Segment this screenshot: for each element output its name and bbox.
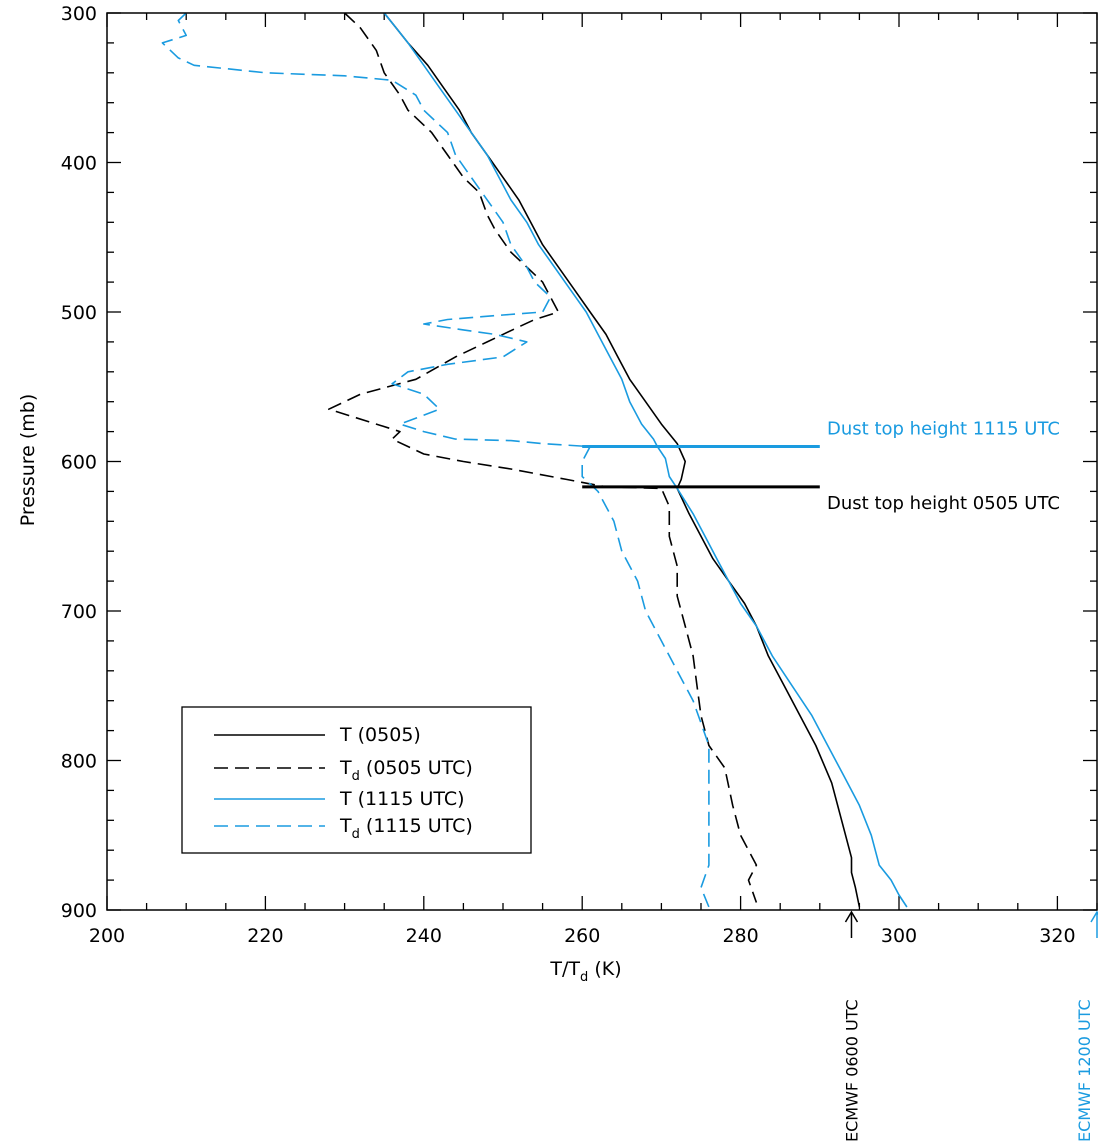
ecmwf-0600-label: ECMWF 0600 UTC	[842, 999, 861, 1142]
series-line-2	[383, 12, 908, 908]
plot-frame	[106, 12, 1098, 911]
legend-label-t-1115: T (1115 UTC)	[339, 788, 465, 810]
annotation-layer: Dust top height 1115 UTC Dust top height…	[582, 419, 1098, 1142]
series-line-1	[327, 12, 758, 903]
ecmwf-0600-arrow-icon	[844, 910, 859, 938]
series-line-3	[161, 12, 710, 908]
legend-label-t-0505: T (0505)	[339, 724, 421, 746]
y-tick-label: 300	[61, 3, 97, 25]
x-tick-label: 300	[881, 925, 917, 947]
dust-top-1115-label: Dust top height 1115 UTC	[827, 419, 1060, 440]
y-tick-label: 800	[61, 751, 97, 773]
dust-top-0505-label: Dust top height 0505 UTC	[827, 493, 1060, 514]
axis-ticks: 200 220 240 260 280 300 320 300 400 500 600 700 800 9…	[61, 3, 1098, 947]
legend-box	[181, 706, 532, 854]
y-tick-label: 600	[61, 452, 97, 474]
x-axis-title: T/Td (K)	[549, 958, 621, 985]
legend: T (0505) Td (0505 UTC) T (1115 UTC) Td (…	[181, 706, 532, 854]
arrow-head	[844, 910, 859, 923]
series-layer	[161, 12, 908, 908]
x-tick-label: 320	[1039, 925, 1075, 947]
x-tick-label: 260	[564, 925, 600, 947]
y-axis-title: Pressure (mb)	[17, 394, 39, 527]
arrow-head	[1090, 910, 1098, 923]
x-tick-label: 280	[722, 925, 758, 947]
x-tick-label: 200	[89, 925, 125, 947]
y-tick-label: 900	[61, 900, 97, 922]
ecmwf-1200-label: ECMWF 1200 UTC	[1075, 999, 1094, 1142]
legend-label-td-1115: Td (1115 UTC)	[339, 815, 473, 842]
y-tick-label: 500	[61, 302, 97, 324]
y-tick-label: 700	[61, 601, 97, 623]
ecmwf-1200-arrow-icon	[1090, 910, 1098, 938]
y-tick-label: 400	[61, 153, 97, 175]
x-tick-label: 240	[406, 925, 442, 947]
legend-label-td-0505: Td (0505 UTC)	[339, 757, 473, 784]
x-tick-label: 220	[247, 925, 283, 947]
